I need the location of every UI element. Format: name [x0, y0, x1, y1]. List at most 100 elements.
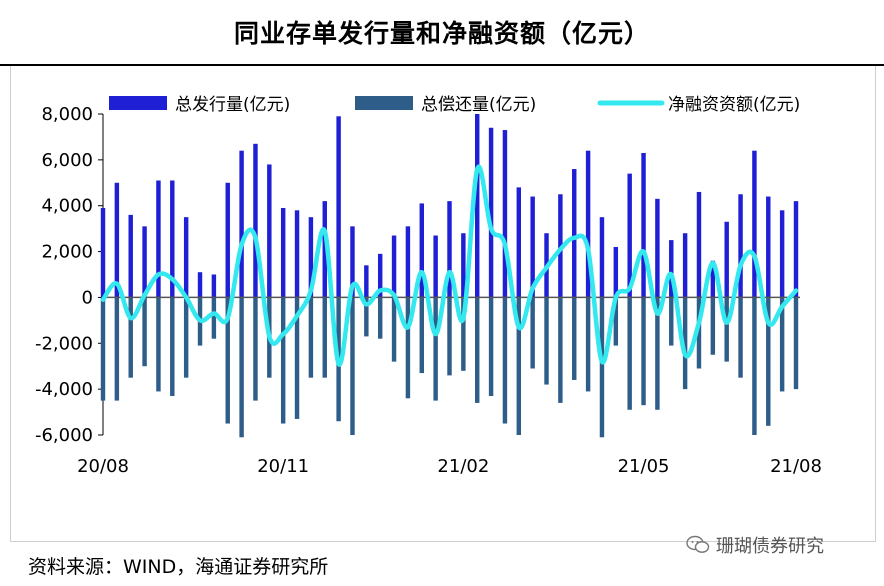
watermark: 珊瑚债券研究: [686, 532, 824, 558]
issuance-bar: [170, 180, 175, 298]
repayment-bar: [766, 297, 771, 426]
issuance-bar: [599, 217, 605, 298]
source-note: 资料来源：WIND，海通证券研究所: [28, 556, 329, 578]
repayment-bar: [488, 297, 494, 397]
legend-swatch-repayment: [355, 96, 413, 110]
issuance-bar: [710, 260, 716, 298]
issuance-bar: [156, 180, 161, 298]
y-tick-label: 4,000: [41, 196, 93, 217]
chart-frame: [10, 66, 876, 542]
issuance-bar: [419, 203, 424, 298]
issuance-bar: [294, 210, 300, 298]
net-financing-line: [100, 164, 799, 367]
issuance-bar: [669, 240, 674, 298]
y-tick-label: -6,000: [35, 425, 93, 446]
repayment-bar: [156, 297, 161, 392]
repayment-bar: [391, 297, 397, 362]
x-tick-label: 21/02: [437, 456, 489, 477]
repayment-bar: [308, 297, 314, 378]
issuance-bar: [211, 274, 217, 298]
repayment-bar: [613, 297, 619, 346]
net-financing-line-group: [100, 164, 799, 367]
repayment-bar: [100, 297, 106, 401]
issuance-bar: [447, 201, 452, 298]
y-tick-label: 8,000: [41, 104, 93, 125]
wechat-icon: [686, 535, 710, 553]
chart-plot: 8,0006,0004,0002,0000-2,000-4,000-6,000 …: [35, 95, 822, 477]
repayment-bars: [100, 297, 799, 438]
issuance-bar: [724, 221, 729, 298]
issuance-bar: [627, 173, 632, 298]
repayment-bar: [364, 297, 369, 337]
repayment-bar: [475, 297, 480, 403]
repayment-bar: [239, 297, 244, 438]
repayment-bar: [447, 297, 452, 376]
issuance-bar: [779, 210, 785, 298]
repayment-bar: [280, 297, 286, 424]
repayment-bar: [350, 297, 355, 435]
repayment-bar: [170, 297, 175, 397]
issuance-bar: [128, 214, 133, 298]
repayment-bar: [558, 297, 563, 403]
y-tick-label: 0: [82, 287, 93, 308]
issuance-bar: [350, 226, 355, 298]
repayment-bar: [627, 297, 632, 410]
repayment-bar: [655, 297, 660, 410]
issuance-bar: [516, 187, 522, 298]
repayment-bar: [585, 297, 591, 392]
y-tick-label: -2,000: [35, 333, 93, 354]
issuance-bar: [461, 233, 466, 298]
legend-label-net: 净融资资额(亿元): [668, 95, 800, 115]
issuance-bar: [641, 152, 646, 298]
issuance-bar: [585, 150, 591, 298]
legend: 总发行量(亿元) 总偿还量(亿元) 净融资资额(亿元): [109, 95, 800, 115]
x-tick-label: 20/11: [257, 456, 309, 477]
repayment-bar: [253, 297, 258, 401]
repayment-bar: [779, 297, 785, 392]
issuance-bar: [488, 127, 494, 298]
repayment-bar: [294, 297, 300, 419]
issuance-bar: [696, 191, 702, 298]
issuance-bar: [613, 246, 619, 298]
repayment-bar: [696, 297, 702, 369]
y-axis: 8,000 6,000 4,000 2,000 0 -2,000 -4,000 -6,000: [35, 104, 104, 446]
repayment-bar: [641, 297, 646, 406]
chart-title: 同业存单发行量和净融资额（亿元）: [233, 19, 650, 48]
issuance-bar: [655, 198, 660, 298]
issuance-bar: [405, 226, 411, 298]
y-tick-label: -4,000: [35, 379, 93, 400]
repayment-bar: [502, 297, 508, 424]
issuance-bar: [142, 226, 147, 298]
watermark-text: 珊瑚债券研究: [716, 536, 824, 557]
issuance-bar: [433, 235, 438, 298]
x-axis: 20/08 20/11 21/02 21/05 21/08: [77, 456, 822, 477]
repayment-bar: [183, 297, 189, 378]
repayment-bar: [724, 297, 729, 362]
y-tick-label: 6,000: [41, 150, 93, 171]
issuance-bar: [364, 265, 369, 298]
legend-label-issuance: 总发行量(亿元): [175, 95, 290, 115]
issuance-bar: [100, 208, 106, 298]
issuance-bar: [114, 182, 120, 298]
repayment-bar: [516, 297, 522, 435]
repayment-bar: [114, 297, 120, 401]
repayment-bar: [142, 297, 147, 367]
repayment-bar: [738, 297, 743, 378]
issuance-bar: [738, 194, 743, 298]
repayment-bar: [752, 297, 757, 435]
repayment-bar: [682, 297, 688, 390]
repayment-bar: [530, 297, 535, 369]
issuance-bar: [197, 272, 203, 298]
repayment-bar: [461, 297, 466, 371]
issuance-bar: [280, 208, 286, 298]
issuance-bar: [766, 196, 771, 298]
repayment-bar: [669, 297, 674, 346]
repayment-bar: [710, 297, 716, 355]
repayment-bar: [433, 297, 438, 401]
issuance-bar: [183, 217, 189, 298]
x-tick-label: 20/08: [77, 456, 129, 477]
legend-swatch-issuance: [109, 96, 167, 110]
repayment-bar: [377, 297, 383, 339]
issuance-bar: [682, 233, 688, 298]
issuance-bar: [530, 196, 535, 298]
